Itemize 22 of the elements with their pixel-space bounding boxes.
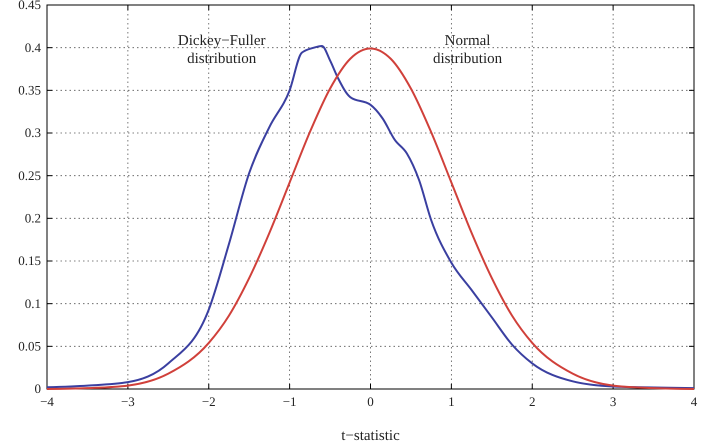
annotation: Normal distribution (432, 33, 503, 67)
y-tick-label: 0.4 (24, 40, 42, 55)
y-tick-label: 0.25 (18, 168, 41, 183)
y-tick-label: 0.3 (24, 125, 41, 140)
y-tick-label: 0.45 (18, 0, 41, 12)
y-tick-label: 0.35 (18, 82, 41, 98)
x-tick-label: −2 (202, 394, 216, 410)
x-tick-label: 0 (367, 394, 374, 410)
x-tick-label: 1 (448, 394, 455, 410)
y-tick-label: 0.1 (24, 296, 41, 311)
y-tick-label: 0 (34, 381, 41, 396)
x-tick-label: −1 (282, 394, 297, 410)
x-tick-label: −3 (120, 394, 135, 410)
x-tick-label: 4 (690, 394, 698, 410)
annotation: Dickey−Fuller distribution (178, 33, 266, 67)
y-tick-label: 0.05 (18, 338, 41, 354)
y-tick-label: 0.2 (24, 210, 41, 226)
x-axis-title: t−statistic (341, 428, 400, 444)
x-tick-label: 3 (610, 394, 616, 410)
y-tick-label: 0.15 (18, 253, 41, 268)
x-tick-label: 2 (529, 394, 536, 410)
x-tick-label: −4 (40, 394, 54, 410)
